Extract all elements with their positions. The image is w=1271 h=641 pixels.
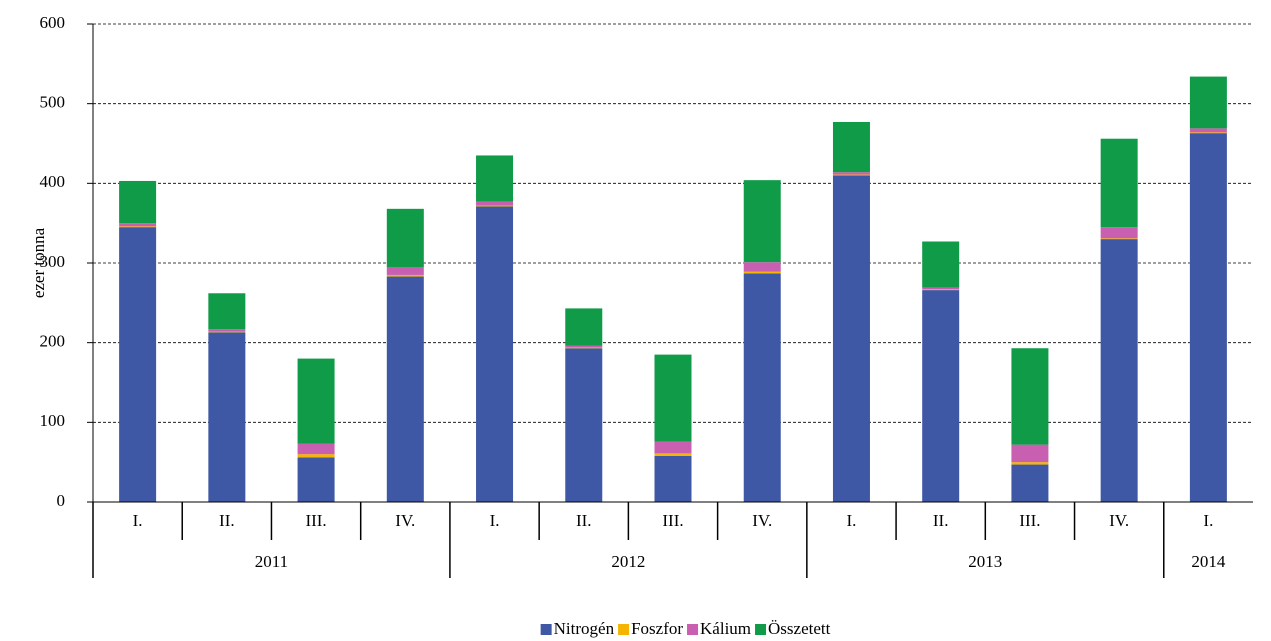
bar-segment <box>654 453 692 456</box>
bar-segment <box>832 174 870 176</box>
x-tick-label: IV. <box>395 511 415 530</box>
x-tick-label: IV. <box>752 511 772 530</box>
y-tick-label: 600 <box>40 13 66 32</box>
y-tick-label: 300 <box>40 252 66 271</box>
x-tick-label: III. <box>1019 511 1040 530</box>
bar-segment <box>297 454 335 458</box>
legend-swatch <box>540 624 552 635</box>
x-tick-label: I. <box>1203 511 1213 530</box>
bar-segment <box>1011 444 1049 463</box>
bar-segment <box>654 441 692 454</box>
bar-segment <box>922 290 960 502</box>
bar-segment <box>119 180 157 224</box>
bar-segment <box>832 175 870 502</box>
bar-segment <box>654 354 692 442</box>
bar-segment <box>832 121 870 173</box>
bar-segment <box>1100 239 1138 502</box>
bar-segment <box>1100 227 1138 239</box>
bar-segment <box>208 332 246 502</box>
bar-segment <box>1011 462 1049 465</box>
bar-segment <box>119 226 157 228</box>
bar-segment <box>565 348 603 502</box>
y-tick-label: 500 <box>40 93 66 112</box>
bar-segment <box>832 172 870 175</box>
y-axis-label: ezer tonna <box>29 227 48 298</box>
bar-segment <box>1100 238 1138 240</box>
legend-label: Összetett <box>768 619 831 638</box>
legend-swatch <box>755 624 767 635</box>
bar-segment <box>743 273 781 502</box>
bar-segment <box>386 274 424 277</box>
y-tick-label: 200 <box>40 332 66 351</box>
bar-segment <box>1100 138 1138 228</box>
bar-segment <box>208 293 246 330</box>
bar-segment <box>476 201 514 206</box>
legend-label: Kálium <box>700 619 751 638</box>
bar-segment <box>743 262 781 272</box>
group-label: 2012 <box>611 552 645 571</box>
bar-segment <box>922 241 960 288</box>
legend-label: Foszfor <box>631 619 683 638</box>
bar-segment <box>297 457 335 502</box>
bar-segment <box>743 180 781 263</box>
bar-segment <box>565 347 603 349</box>
bar-segment <box>386 208 424 267</box>
x-tick-label: IV. <box>1109 511 1129 530</box>
group-label: 2011 <box>255 552 288 571</box>
legend-swatch <box>618 624 630 635</box>
bar-segment <box>1189 133 1227 503</box>
x-tick-label: III. <box>662 511 683 530</box>
bar-segment <box>208 331 246 333</box>
legend-swatch <box>687 624 699 635</box>
bar-segment <box>297 358 335 444</box>
x-tick-label: II. <box>219 511 235 530</box>
y-tick-label: 100 <box>40 411 66 430</box>
x-tick-label: II. <box>576 511 592 530</box>
x-tick-label: II. <box>933 511 949 530</box>
bar-segment <box>654 455 692 502</box>
bar-segment <box>922 287 960 290</box>
bar-segment <box>119 227 157 502</box>
bar-segment <box>386 276 424 502</box>
y-tick-label: 0 <box>57 491 66 510</box>
bar-segment <box>565 308 603 346</box>
bar-segment <box>1189 128 1227 133</box>
bar-segment <box>476 206 514 503</box>
x-tick-label: I. <box>133 511 143 530</box>
x-tick-label: I. <box>847 511 857 530</box>
group-label: 2013 <box>968 552 1002 571</box>
bar-segment <box>1189 132 1227 134</box>
x-tick-label: I. <box>490 511 500 530</box>
x-tick-label: III. <box>305 511 326 530</box>
bar-segment <box>1011 464 1049 502</box>
y-tick-label: 400 <box>40 172 66 191</box>
bar-segment <box>386 266 424 275</box>
bar-segment <box>1011 348 1049 445</box>
bar-segment <box>476 205 514 207</box>
bar-segment <box>119 223 157 227</box>
bar-segment <box>208 329 246 332</box>
bar-segment <box>297 443 335 455</box>
group-label: 2014 <box>1191 552 1226 571</box>
bar-segment <box>743 271 781 274</box>
bar-segment <box>565 345 603 348</box>
bar-segment <box>922 289 960 291</box>
bar-segment <box>1189 76 1227 129</box>
bar-segment <box>476 155 514 202</box>
legend-label: Nitrogén <box>554 619 615 638</box>
